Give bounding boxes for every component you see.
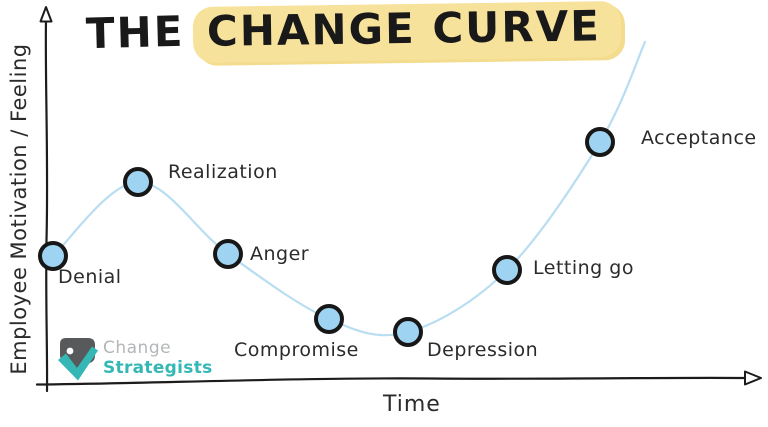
data-point-denial — [38, 241, 68, 271]
data-point-compromise — [314, 304, 344, 334]
stage-label-compromise: Compromise — [234, 339, 359, 361]
stage-label-anger: Anger — [250, 243, 310, 265]
title-prefix: THE — [85, 6, 186, 58]
stage-label-letting-go: Letting go — [533, 257, 634, 279]
x-axis-arrowhead — [744, 370, 762, 386]
data-point-depression — [393, 317, 423, 347]
data-point-letting-go — [492, 255, 522, 285]
logo-line1: Change — [103, 337, 172, 358]
chart-title: THE CHANGE CURVE — [85, 1, 621, 64]
data-point-acceptance — [585, 127, 615, 157]
data-points — [38, 127, 615, 347]
data-point-realization — [123, 167, 153, 197]
logo-text: Change Strategists — [103, 337, 213, 378]
stage-label-depression: Depression — [427, 339, 539, 361]
y-axis-arrowhead — [39, 6, 53, 23]
stage-label-denial: Denial — [58, 266, 122, 288]
data-point-anger — [213, 239, 243, 269]
stage-label-realization: Realization — [168, 161, 278, 183]
y-axis — [44, 18, 49, 393]
x-axis-label: Time — [383, 392, 441, 417]
x-axis — [35, 376, 747, 386]
stage-label-acceptance: Acceptance — [641, 127, 757, 149]
y-axis-label: Employee Motivation / Feeling — [7, 43, 31, 375]
title-highlight: CHANGE CURVE — [192, 1, 621, 64]
logo-line2: Strategists — [103, 357, 213, 378]
logo: Change Strategists — [56, 335, 213, 381]
logo-checkmark-icon — [58, 338, 98, 381]
